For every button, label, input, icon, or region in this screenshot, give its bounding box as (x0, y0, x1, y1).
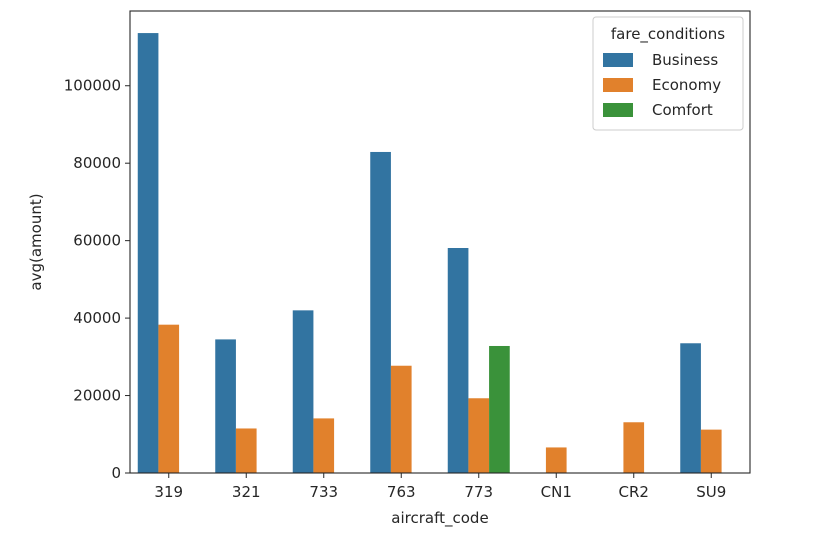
legend-label-comfort: Comfort (652, 101, 713, 119)
y-tick-label: 40000 (73, 309, 121, 327)
x-tick-label-su9: SU9 (696, 483, 726, 501)
bar-economy-su9 (700, 429, 722, 473)
y-tick-label: 100000 (64, 77, 121, 95)
legend-title: fare_conditions (611, 25, 725, 44)
x-tick-label-733: 733 (309, 483, 338, 501)
bar-comfort-773 (489, 345, 510, 473)
x-tick-label-773: 773 (464, 483, 493, 501)
y-axis: 0 20000 40000 60000 80000 100000 (64, 77, 130, 482)
y-tick-label: 20000 (73, 387, 121, 405)
bar-economy-cr2 (623, 422, 645, 473)
bar-business-319 (137, 33, 159, 473)
x-tick-label-321: 321 (232, 483, 261, 501)
bar-economy-319 (158, 324, 180, 473)
legend-swatch-comfort (603, 103, 633, 117)
legend-swatch-economy (603, 78, 633, 92)
y-axis-title: avg(amount) (27, 193, 45, 290)
legend: fare_conditions Business Economy Comfort (592, 16, 744, 131)
x-axis: 319 321 733 763 773 CN1 CR2 SU9 (154, 473, 726, 501)
bar-business-su9 (680, 343, 701, 473)
legend-label-business: Business (652, 51, 718, 69)
legend-label-economy: Economy (652, 76, 721, 94)
y-tick-label: 0 (111, 464, 121, 482)
bar-economy-763 (390, 365, 412, 473)
y-tick-label: 80000 (73, 154, 121, 172)
bar-business-733 (292, 310, 314, 473)
legend-entries: Business Economy Comfort (603, 51, 721, 119)
x-axis-title: aircraft_code (391, 509, 488, 528)
bar-business-763 (370, 151, 391, 473)
legend-box (592, 16, 744, 131)
x-tick-label-763: 763 (387, 483, 416, 501)
x-tick-label-319: 319 (154, 483, 183, 501)
bar-business-321 (215, 339, 236, 473)
bar-economy-cn1 (545, 447, 567, 473)
legend-swatch-business (603, 53, 633, 67)
y-tick-label: 60000 (73, 232, 121, 250)
bar-economy-773 (468, 398, 490, 473)
bar-business-773 (447, 248, 469, 473)
bar-economy-321 (235, 428, 257, 473)
x-tick-label-cn1: CN1 (541, 483, 572, 501)
bars-layer (137, 33, 722, 473)
bar-economy-733 (313, 418, 335, 473)
plot-frame (129, 10, 751, 474)
x-tick-label-cr2: CR2 (619, 483, 649, 501)
